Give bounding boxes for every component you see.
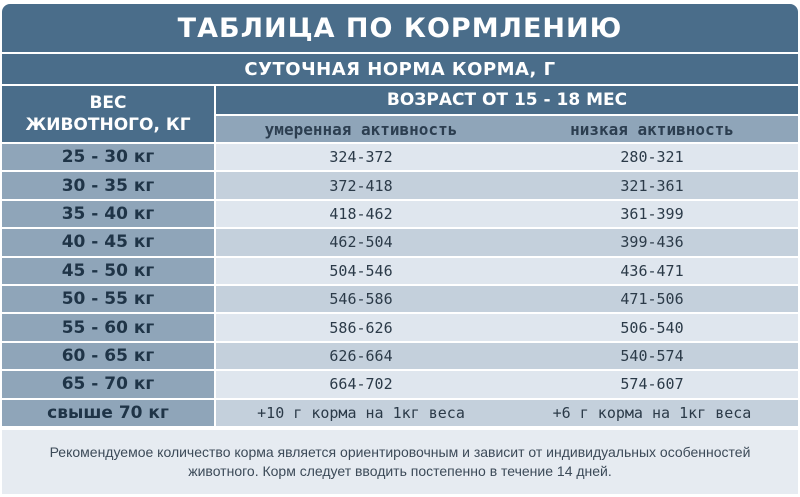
table-row: 45 - 50 кг 504-546 436-471 [2,257,798,286]
footnote-text: Рекомендуемое количество корма является … [49,444,751,479]
weight-cell: 25 - 30 кг [2,144,214,173]
table-row: 60 - 65 кг 626-664 540-574 [2,342,798,372]
table-row: 55 - 60 кг 586-626 506-540 [2,314,798,343]
low-cell: 471-506 [506,285,798,315]
table-row: 30 - 35 кг 372-418 321-361 [2,172,798,201]
low-cell: 361-399 [506,200,798,230]
table-row: свыше 70 кг +10 г корма на 1кг веса +6 г… [2,399,798,428]
weight-cell: 45 - 50 кг [2,257,214,286]
table-row: 35 - 40 кг 418-462 361-399 [2,200,798,230]
weight-cell: 40 - 45 кг [2,229,214,258]
weight-cell: 35 - 40 кг [2,200,214,230]
weight-header-line1: ВЕС [89,93,127,113]
moderate-cell: 324-372 [216,144,506,173]
weight-cell: свыше 70 кг [2,399,214,428]
moderate-cell: +10 г корма на 1кг веса [216,399,506,428]
column-header-low: низкая активность [506,116,798,142]
moderate-cell: 586-626 [216,314,506,343]
moderate-cell: 372-418 [216,172,506,201]
column-header-moderate: умеренная активность [216,116,506,142]
weight-column-header: ВЕС ЖИВОТНОГО, КГ [2,86,214,142]
moderate-cell: 418-462 [216,200,506,230]
moderate-cell: 546-586 [216,285,506,315]
age-header: ВОЗРАСТ ОТ 15 - 18 МЕС [216,86,798,114]
weight-cell: 60 - 65 кг [2,342,214,372]
weight-cell: 30 - 35 кг [2,172,214,201]
weight-cell: 50 - 55 кг [2,285,214,315]
footnote: Рекомендуемое количество корма является … [2,430,798,494]
table-title: ТАБЛИЦА ПО КОРМЛЕНИЮ [2,4,798,52]
low-cell: 506-540 [506,314,798,343]
low-cell: 540-574 [506,342,798,372]
low-cell: 436-471 [506,257,798,286]
weight-cell: 55 - 60 кг [2,314,214,343]
weight-header-line2: ЖИВОТНОГО, КГ [25,115,191,135]
low-cell: +6 г корма на 1кг веса [506,399,798,428]
table-row: 50 - 55 кг 546-586 471-506 [2,285,798,315]
moderate-cell: 462-504 [216,229,506,258]
table-subtitle: СУТОЧНАЯ НОРМА КОРМА, Г [2,54,798,84]
weight-cell: 65 - 70 кг [2,371,214,400]
low-cell: 280-321 [506,144,798,173]
moderate-cell: 626-664 [216,342,506,372]
low-cell: 399-436 [506,229,798,258]
moderate-cell: 504-546 [216,257,506,286]
table-row: 25 - 30 кг 324-372 280-321 [2,144,798,173]
table-row: 65 - 70 кг 664-702 574-607 [2,371,798,400]
low-cell: 574-607 [506,371,798,400]
moderate-cell: 664-702 [216,371,506,400]
low-cell: 321-361 [506,172,798,201]
table-row: 40 - 45 кг 462-504 399-436 [2,229,798,258]
table-body: 25 - 30 кг 324-372 280-321 30 - 35 кг 37… [2,144,798,428]
